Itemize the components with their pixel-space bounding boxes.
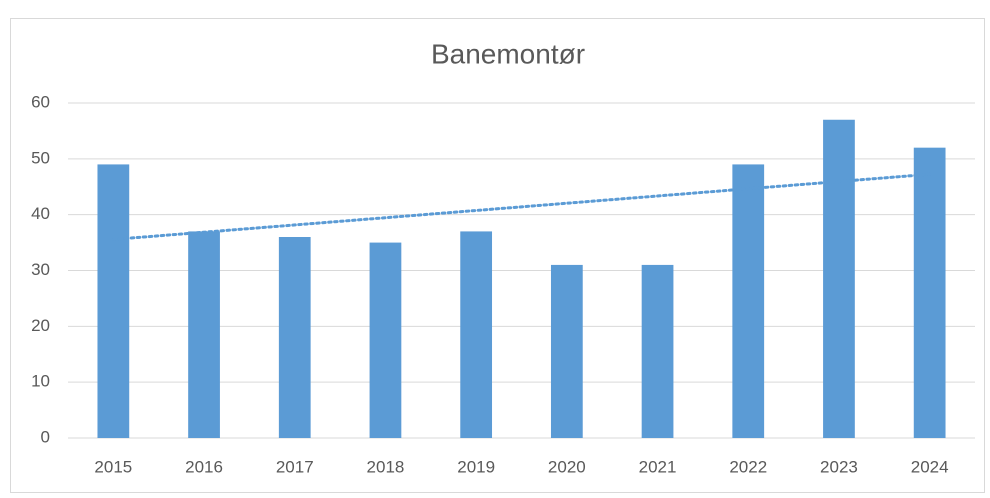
bar [641,264,674,438]
x-tick-label: 2016 [185,457,223,476]
bar [278,237,311,438]
bar [97,164,130,438]
bar [188,231,220,438]
y-tick-label: 0 [41,427,50,446]
y-tick-label: 20 [31,316,50,335]
trendline [111,172,932,241]
x-tick-label: 2019 [457,457,495,476]
bar [823,119,855,438]
y-tick-label: 40 [31,204,50,223]
y-tick-label: 50 [31,148,50,167]
chart-title: Banemontør [431,38,585,69]
x-tick-label: 2022 [729,457,767,476]
bar [369,242,402,438]
x-tick-label: 2015 [94,457,132,476]
bar [732,164,765,438]
x-tick-label: 2024 [911,457,949,476]
bar [550,264,583,438]
y-tick-label: 60 [31,92,50,111]
bar [460,231,493,438]
y-tick-label: 10 [31,372,50,391]
x-tick-label: 2021 [639,457,677,476]
x-tick-label: 2018 [367,457,405,476]
x-tick-label: 2020 [548,457,586,476]
x-tick-label: 2023 [820,457,858,476]
y-tick-label: 30 [31,260,50,279]
bar [913,147,946,438]
x-tick-label: 2017 [276,457,314,476]
chart-frame [10,18,985,493]
